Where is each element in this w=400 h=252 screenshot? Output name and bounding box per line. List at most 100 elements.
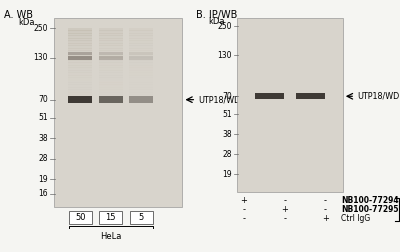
Bar <box>68 70 92 73</box>
Text: 19: 19 <box>38 175 48 183</box>
Bar <box>129 28 153 30</box>
Bar <box>68 89 92 91</box>
Bar <box>68 30 92 32</box>
Bar <box>68 97 92 103</box>
Bar <box>68 74 92 76</box>
Text: 16: 16 <box>38 189 48 198</box>
Bar <box>129 91 153 93</box>
Bar <box>129 50 153 52</box>
Text: -: - <box>324 196 327 205</box>
Bar <box>296 93 324 100</box>
Bar <box>129 74 153 76</box>
Bar <box>68 72 92 74</box>
Bar <box>129 80 153 83</box>
Bar <box>99 72 123 74</box>
Text: kDa: kDa <box>19 18 35 27</box>
Bar <box>129 40 153 42</box>
Bar <box>99 87 123 89</box>
Text: A. WB: A. WB <box>4 10 33 20</box>
Text: 130: 130 <box>34 53 48 62</box>
Text: 50: 50 <box>75 213 86 222</box>
Bar <box>68 79 92 81</box>
Text: 28: 28 <box>222 150 232 159</box>
Bar <box>129 48 153 51</box>
Bar <box>129 35 153 37</box>
Bar <box>99 64 123 66</box>
Text: +: + <box>322 214 329 223</box>
Bar <box>129 70 153 73</box>
Bar <box>68 75 92 78</box>
Bar <box>129 33 153 36</box>
Bar <box>129 75 153 78</box>
Text: 250: 250 <box>217 22 232 31</box>
Text: 19: 19 <box>222 170 232 179</box>
Bar <box>68 50 92 52</box>
Bar <box>99 84 123 86</box>
Bar <box>129 86 153 88</box>
Bar <box>99 211 122 225</box>
Bar <box>99 42 123 44</box>
Bar <box>68 37 92 39</box>
Text: UTP18/WDR50: UTP18/WDR50 <box>198 95 256 104</box>
Bar <box>99 80 123 83</box>
Bar <box>99 48 123 51</box>
Bar <box>129 57 153 59</box>
Bar <box>99 82 123 84</box>
Bar <box>129 53 153 56</box>
Bar <box>129 60 153 62</box>
Bar <box>129 87 153 89</box>
Bar <box>129 65 153 68</box>
Bar <box>68 52 92 54</box>
Text: 38: 38 <box>38 134 48 143</box>
Bar <box>99 97 123 103</box>
Bar <box>68 38 92 41</box>
Bar <box>99 67 123 69</box>
Text: -: - <box>242 214 246 223</box>
Text: UTP18/WDR50: UTP18/WDR50 <box>357 92 400 101</box>
Bar <box>99 91 123 93</box>
Bar <box>129 89 153 91</box>
Bar <box>129 37 153 39</box>
Bar <box>129 92 153 95</box>
Bar <box>68 86 92 88</box>
Bar <box>99 94 123 96</box>
Bar <box>129 52 153 54</box>
Bar <box>99 75 123 78</box>
Bar <box>99 74 123 76</box>
Bar <box>99 52 123 55</box>
Bar <box>99 57 123 59</box>
Bar <box>99 55 123 57</box>
Text: NB100-77295: NB100-77295 <box>341 205 398 214</box>
Bar <box>68 84 92 86</box>
Bar <box>68 47 92 49</box>
Bar <box>99 53 123 56</box>
Bar <box>68 69 92 71</box>
Text: 250: 250 <box>34 24 48 33</box>
Text: 38: 38 <box>222 130 232 139</box>
Bar <box>68 64 92 66</box>
Bar <box>68 52 92 55</box>
Text: +: + <box>281 205 288 214</box>
Text: -: - <box>283 214 286 223</box>
Bar <box>129 67 153 69</box>
Bar <box>129 84 153 86</box>
Text: NB100-77294: NB100-77294 <box>341 196 398 205</box>
Text: -: - <box>324 205 327 214</box>
Bar <box>68 42 92 44</box>
Bar <box>68 32 92 34</box>
Bar <box>54 18 182 207</box>
Bar <box>99 32 123 34</box>
Text: 70: 70 <box>222 92 232 101</box>
Bar <box>99 50 123 52</box>
Bar <box>68 91 92 93</box>
Text: 130: 130 <box>217 51 232 60</box>
Bar <box>68 67 92 69</box>
Bar <box>99 40 123 42</box>
Bar <box>129 77 153 79</box>
Bar <box>99 38 123 41</box>
Bar <box>129 97 153 103</box>
Bar <box>129 79 153 81</box>
Bar <box>129 64 153 66</box>
Bar <box>68 77 92 79</box>
Bar <box>237 18 343 192</box>
